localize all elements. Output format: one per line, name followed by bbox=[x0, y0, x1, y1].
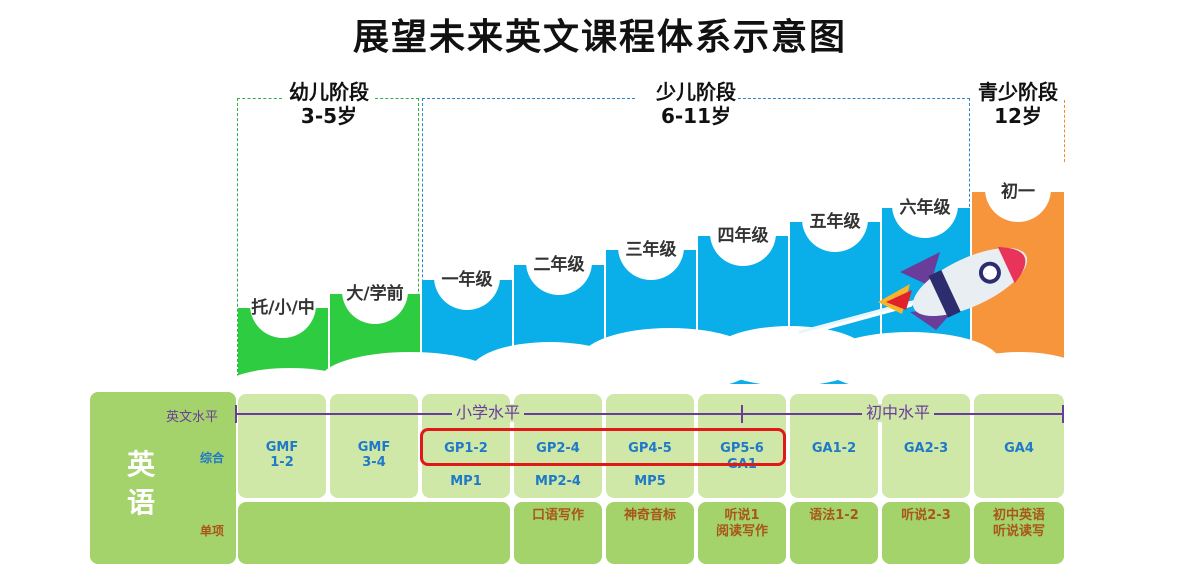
stage-primary: 少儿阶段 6-11岁 bbox=[422, 80, 970, 128]
rocket-illustration bbox=[767, 246, 1028, 345]
comprehensive-level-3: GP1-2 bbox=[444, 441, 488, 456]
single-item-2: 神奇音标 bbox=[623, 508, 676, 523]
comprehensive-row-label: 综合 bbox=[200, 451, 225, 465]
level-axis-line bbox=[236, 413, 1064, 415]
level-cell-2 bbox=[330, 394, 418, 498]
single-item-6: 初中英语 听说读写 bbox=[992, 508, 1045, 539]
level-cell-4 bbox=[514, 394, 602, 498]
subject-box bbox=[90, 392, 236, 564]
grade-circle-1: 托/小/中 bbox=[250, 272, 316, 338]
grade-circle-9: 初一 bbox=[985, 156, 1051, 222]
page-title: 展望未来英文课程体系示意图 bbox=[352, 17, 847, 58]
kindergarten-bracket-top-right bbox=[375, 98, 419, 99]
junior-level-label: 初中水平 bbox=[862, 404, 935, 422]
axis-tick-start bbox=[235, 405, 237, 423]
comprehensive-level-1: GMF 1-2 bbox=[265, 440, 299, 470]
single-item-3: 听说1 阅读写作 bbox=[715, 508, 768, 539]
comprehensive-sub-5: MP5 bbox=[634, 474, 666, 489]
grade-circle-3: 一年级 bbox=[434, 244, 500, 310]
subject-label: 英语 bbox=[126, 448, 155, 519]
comprehensive-level-7: GA1-2 bbox=[811, 441, 857, 456]
grade-circle-2: 大/学前 bbox=[342, 258, 408, 324]
primary-bracket-top-right bbox=[738, 98, 970, 99]
grade-circle-6: 四年级 bbox=[710, 200, 776, 266]
single-item-1: 口语写作 bbox=[531, 508, 584, 523]
comprehensive-level-6: GP5-6 bbox=[720, 441, 764, 456]
grade-circle-5: 三年级 bbox=[618, 214, 684, 280]
single-cell-empty bbox=[238, 502, 510, 564]
kindergarten-bracket bbox=[237, 98, 419, 382]
highlight-box bbox=[420, 428, 786, 466]
single-cell-4 bbox=[790, 502, 878, 564]
stage-teen: 青少阶段 12岁 bbox=[968, 80, 1068, 128]
single-cell-3 bbox=[698, 502, 786, 564]
single-cell-2 bbox=[606, 502, 694, 564]
comprehensive-level-5: GP4-5 bbox=[628, 441, 672, 456]
axis-row-label: 英文水平 bbox=[166, 410, 219, 425]
axis-tick-end bbox=[1062, 405, 1064, 423]
kindergarten-bracket-top-left bbox=[237, 98, 282, 99]
comprehensive-level-4: GP2-4 bbox=[536, 441, 580, 456]
single-row-label: 单项 bbox=[200, 524, 225, 538]
grade-circle-8: 六年级 bbox=[892, 172, 958, 238]
stage-primary-name: 少儿阶段 bbox=[656, 80, 736, 104]
stage-primary-age: 6-11岁 bbox=[660, 104, 732, 128]
stage-teen-name: 青少阶段 bbox=[978, 80, 1058, 104]
grade-circle-7: 五年级 bbox=[802, 186, 868, 252]
comprehensive-level-2: GMF 3-4 bbox=[357, 440, 391, 470]
comprehensive-sub-4: MP2-4 bbox=[535, 474, 581, 489]
single-item-5: 听说2-3 bbox=[901, 508, 951, 523]
teen-bracket-right bbox=[1064, 100, 1065, 162]
level-cell-9 bbox=[974, 394, 1064, 498]
grade-circle-4: 二年级 bbox=[526, 229, 592, 295]
primary-level-label: 小学水平 bbox=[452, 404, 525, 422]
stage-kindergarten-name: 幼儿阶段 bbox=[289, 80, 369, 104]
stage-kindergarten: 幼儿阶段 3-5岁 bbox=[238, 80, 420, 128]
stage-teen-age: 12岁 bbox=[994, 104, 1042, 128]
stage-kindergarten-age: 3-5岁 bbox=[300, 104, 358, 128]
level-cell-1 bbox=[238, 394, 326, 498]
primary-bracket-top-left bbox=[422, 98, 635, 99]
single-cell-1 bbox=[514, 502, 602, 564]
axis-tick-mid bbox=[741, 405, 743, 423]
single-cell-5 bbox=[882, 502, 970, 564]
single-item-4: 语法1-2 bbox=[809, 508, 859, 523]
single-cell-6 bbox=[974, 502, 1064, 564]
level-cell-5 bbox=[606, 394, 694, 498]
comprehensive-level-8: GA2-3 bbox=[903, 441, 949, 456]
comprehensive-level-9: GA4 bbox=[1004, 441, 1034, 456]
comprehensive-sub-3: MP1 bbox=[450, 474, 482, 489]
